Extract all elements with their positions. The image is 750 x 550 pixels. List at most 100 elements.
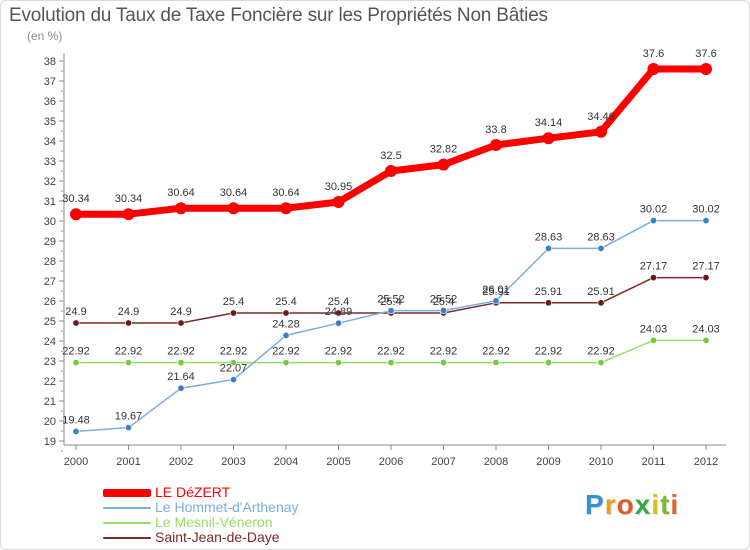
data-point — [702, 217, 710, 225]
y-minor-tick — [61, 170, 63, 172]
y-minor-tick — [61, 350, 63, 352]
legend-swatch — [103, 507, 151, 510]
data-label: 22.92 — [430, 346, 458, 358]
data-label: 24.89 — [325, 306, 353, 318]
data-label: 32.82 — [430, 144, 458, 156]
data-label: 30.02 — [640, 204, 668, 216]
data-label: 25.52 — [430, 294, 458, 306]
data-label: 25.91 — [482, 286, 510, 298]
data-point — [597, 299, 605, 307]
data-point — [385, 165, 397, 177]
x-tick-label: 2012 — [694, 456, 718, 468]
data-point — [70, 208, 82, 221]
y-minor-tick — [61, 90, 63, 92]
y-minor-tick — [61, 330, 63, 332]
logo-letter: i — [670, 489, 680, 520]
data-label: 32.5 — [380, 150, 401, 162]
x-tick-label: 2000 — [64, 456, 88, 468]
y-tick-label: 29 — [44, 236, 56, 248]
series-1 — [72, 217, 710, 435]
proxiti-logo: Proxiti — [585, 489, 679, 521]
y-minor-tick — [61, 210, 63, 212]
logo-letter: o — [616, 489, 635, 520]
data-point — [230, 309, 238, 317]
data-label: 22.92 — [62, 346, 90, 358]
data-point — [282, 359, 290, 367]
data-point — [387, 307, 395, 315]
data-point — [597, 244, 605, 252]
data-point — [649, 217, 657, 225]
data-point — [280, 202, 292, 215]
data-label: 19.48 — [62, 414, 90, 426]
legend-label: LE DéZERT — [155, 484, 231, 500]
y-tick-label: 20 — [44, 416, 56, 428]
data-point — [230, 376, 238, 384]
y-tick-label: 25 — [44, 316, 56, 328]
y-tick-label: 36 — [44, 96, 56, 108]
data-point — [334, 359, 342, 367]
y-tick-label: 31 — [44, 196, 56, 208]
y-minor-tick — [61, 150, 63, 152]
data-label: 27.17 — [640, 261, 668, 273]
data-point — [334, 309, 342, 317]
data-point — [177, 319, 185, 327]
y-minor-tick — [61, 290, 63, 292]
data-label: 30.64 — [167, 187, 195, 199]
data-label: 34.14 — [535, 117, 563, 129]
data-label: 25.52 — [377, 294, 405, 306]
x-tick-label: 2003 — [221, 456, 245, 468]
x-tick-label: 2007 — [431, 456, 455, 468]
data-point — [700, 63, 712, 75]
data-point — [439, 307, 447, 315]
x-tick-label: 2011 — [642, 456, 666, 468]
y-tick-label: 22 — [44, 376, 56, 388]
data-point — [437, 158, 450, 171]
data-label: 24.9 — [65, 306, 86, 318]
y-tick-label: 34 — [44, 136, 56, 148]
data-label: 22.92 — [272, 346, 300, 358]
y-minor-tick — [61, 270, 63, 272]
data-label: 30.34 — [115, 193, 143, 205]
data-point — [492, 297, 500, 305]
data-label: 21.64 — [167, 371, 195, 383]
data-point — [72, 319, 80, 327]
y-tick-label: 37 — [44, 76, 56, 88]
y-tick-label: 35 — [44, 116, 56, 128]
data-point — [334, 319, 342, 327]
data-point — [544, 299, 552, 307]
x-tick-label: 2009 — [536, 456, 560, 468]
legend-swatch — [103, 537, 151, 540]
data-point — [647, 63, 660, 75]
legend-item: Le Hommet-d'Arthenay — [103, 500, 299, 515]
data-label: 22.92 — [482, 346, 510, 358]
data-label: 25.4 — [380, 296, 401, 308]
data-label: 22.92 — [377, 346, 405, 358]
data-point — [387, 359, 395, 367]
data-label: 26.01 — [482, 284, 510, 296]
series-0 — [70, 63, 712, 221]
y-minor-tick — [61, 70, 63, 72]
y-minor-tick — [61, 110, 63, 112]
y-tick-label: 26 — [44, 296, 56, 308]
logo-letter: x — [634, 489, 652, 520]
data-point — [649, 336, 657, 344]
y-tick-label: 21 — [44, 396, 56, 408]
data-label: 28.63 — [587, 231, 615, 243]
data-point — [492, 359, 500, 367]
data-label: 22.92 — [167, 346, 195, 358]
legend-swatch — [103, 522, 151, 525]
y-tick-label: 19 — [44, 436, 56, 448]
data-point — [175, 202, 187, 215]
data-point — [649, 274, 657, 282]
data-label: 25.91 — [587, 286, 615, 298]
data-point — [125, 424, 133, 432]
data-label: 22.92 — [220, 346, 248, 358]
data-point — [544, 359, 552, 367]
data-label: 30.02 — [692, 204, 720, 216]
data-point — [125, 319, 133, 327]
logo-letter: P — [585, 489, 605, 520]
data-point — [595, 125, 607, 138]
data-label: 22.92 — [535, 346, 563, 358]
data-label: 24.03 — [692, 323, 720, 335]
